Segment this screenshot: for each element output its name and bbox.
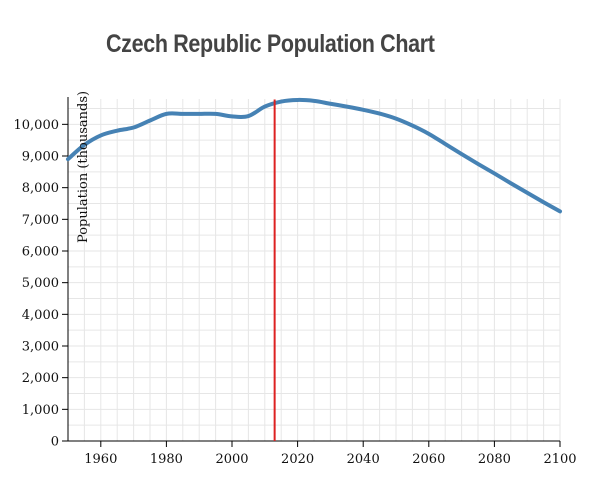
y-tick: 7,000 (22, 213, 68, 228)
y-tick: 0 (51, 435, 68, 450)
y-tick-label: 3,000 (22, 340, 59, 355)
x-tick-label: 2080 (478, 452, 511, 467)
y-tick-label: 7,000 (22, 213, 59, 228)
y-tick-label: 2,000 (22, 371, 59, 386)
x-tick-label: 1960 (84, 452, 117, 467)
x-tick-label: 2020 (281, 452, 314, 467)
y-tick: 1,000 (22, 403, 68, 418)
x-axis: 1960 1980 2000 2020 2040 2060 2080 2100 (84, 441, 577, 467)
x-tick: 2020 (281, 441, 314, 467)
x-tick: 2100 (543, 441, 577, 467)
y-tick: 5,000 (22, 276, 68, 291)
x-tick: 2060 (412, 441, 445, 467)
y-axis: 0 1,000 2,000 3,000 4,000 5,000 6,000 7,000 8,00… (14, 118, 68, 450)
y-tick: 3,000 (22, 340, 68, 355)
grid (67, 99, 561, 442)
x-tick-label: 2060 (412, 452, 445, 467)
x-tick: 2000 (215, 441, 249, 467)
y-tick: 9,000 (22, 150, 68, 165)
x-tick: 1980 (150, 441, 183, 467)
y-tick-label: 5,000 (22, 276, 59, 291)
y-tick-label: 8,000 (22, 181, 59, 196)
y-tick-label: 10,000 (14, 118, 60, 133)
x-tick: 2040 (347, 441, 380, 467)
x-tick-label: 2040 (347, 452, 380, 467)
y-tick-label: 6,000 (22, 245, 59, 260)
x-tick: 2080 (478, 441, 511, 467)
population-series-line (66, 97, 562, 214)
series-layer (66, 97, 562, 214)
x-tick-label: 2000 (215, 452, 248, 467)
x-tick: 1960 (84, 441, 117, 467)
y-tick: 6,000 (22, 245, 68, 260)
y-tick-label: 1,000 (22, 403, 59, 418)
y-tick: 8,000 (22, 181, 68, 196)
chart-title: Czech Republic Population Chart (106, 30, 435, 58)
x-tick-label: 2100 (543, 452, 576, 467)
y-tick: 4,000 (22, 308, 68, 323)
y-tick-label: 9,000 (22, 150, 59, 165)
y-tick-label: 4,000 (22, 308, 59, 323)
y-tick-label: 0 (51, 435, 59, 450)
y-axis-label: Population (thousands) (76, 91, 91, 243)
y-tick: 2,000 (22, 371, 68, 386)
x-tick-label: 1980 (150, 452, 183, 467)
y-tick: 10,000 (14, 118, 68, 133)
